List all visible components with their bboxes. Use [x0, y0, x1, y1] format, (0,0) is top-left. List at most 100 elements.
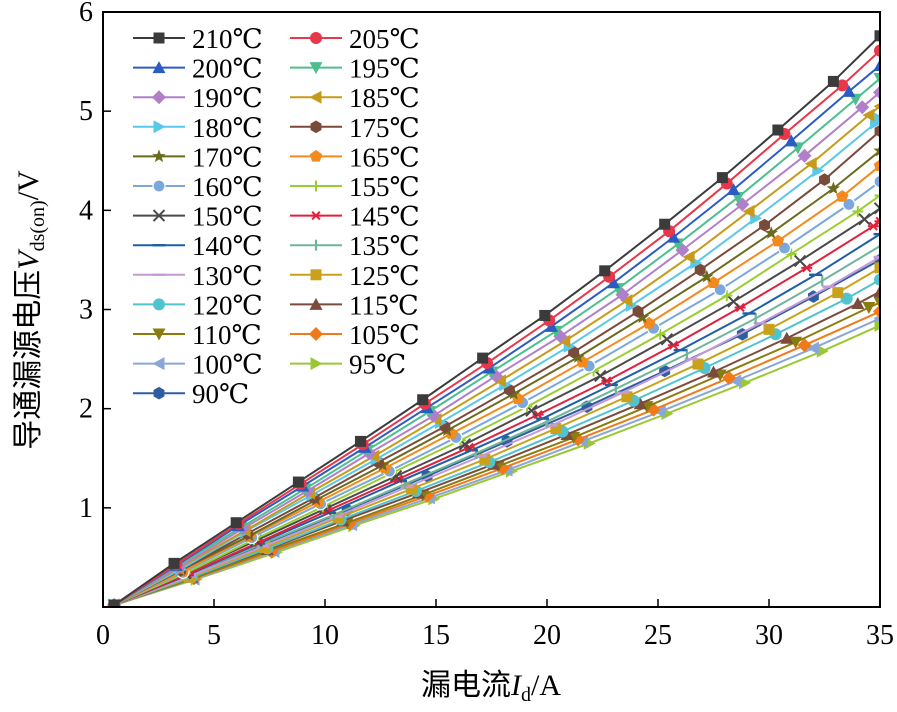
data-point-5-13 [873, 102, 880, 110]
legend-item-6: 180℃ [133, 113, 263, 143]
legend-item-12: 150℃ [133, 202, 263, 232]
legend-item-15: 135℃ [290, 231, 420, 261]
series-line-6 [113, 118, 880, 606]
data-point-5-12 [862, 108, 875, 122]
data-point-19-7 [633, 397, 647, 410]
data-point-19-8 [707, 365, 720, 378]
legend-label-18: 120℃ [192, 290, 263, 320]
series-line-20 [113, 301, 880, 606]
legend-item-13: 145℃ [290, 202, 420, 232]
legend-marker-22 [152, 357, 165, 371]
legend-label-17: 125℃ [349, 261, 420, 291]
legend-label-7: 175℃ [349, 113, 420, 143]
legend-label-16: 130℃ [192, 261, 263, 291]
data-point-22-8 [729, 374, 742, 388]
y-tick-label-5: 6 [79, 0, 93, 28]
legend-label-22: 100℃ [192, 350, 263, 380]
data-point-7-11 [819, 173, 830, 186]
y-axis-label-sub: ds(on) [27, 200, 49, 251]
data-point-8-9 [700, 269, 714, 283]
x-tick-label-7: 35 [866, 620, 894, 651]
x-tick-label-3: 15 [422, 620, 450, 651]
x-tick-label-5: 25 [644, 620, 672, 651]
data-point-11-11 [852, 205, 864, 217]
data-point-9-9 [707, 276, 720, 288]
data-point-0-6 [477, 352, 489, 364]
data-point-2-11 [784, 134, 798, 147]
data-point-5-11 [804, 157, 817, 171]
data-point-17-4 [406, 483, 418, 495]
legend-marker-3 [309, 62, 323, 75]
data-point-20-9 [789, 336, 803, 349]
data-point-0-2 [230, 517, 242, 529]
legend-item-18: 120℃ [133, 290, 263, 320]
legend-label-13: 145℃ [349, 202, 420, 232]
data-point-20-10 [862, 302, 876, 315]
data-point-6-13 [874, 112, 880, 126]
legend-marker-5 [309, 90, 322, 104]
data-point-0-7 [539, 309, 551, 321]
legend-item-9: 165℃ [290, 142, 420, 172]
legend-item-2: 200℃ [133, 54, 263, 84]
data-point-3-13 [873, 72, 880, 85]
series-line-5 [113, 105, 880, 606]
legend-marker-24 [153, 386, 165, 400]
data-point-13-12 [874, 216, 880, 226]
legend-label-12: 150℃ [192, 202, 263, 232]
data-point-9-12 [873, 159, 880, 171]
data-point-5-7 [558, 334, 571, 348]
data-point-0-5 [417, 394, 429, 406]
data-point-0-10 [716, 172, 728, 184]
data-point-4-12 [855, 100, 870, 115]
x-tick-label-6: 30 [755, 620, 783, 651]
legend-item-23: 95℃ [290, 350, 406, 380]
y-axis-label-main: 导通漏源电压 [12, 270, 45, 450]
legend-marker-21 [309, 327, 323, 341]
x-tick-label-0: 0 [96, 620, 110, 651]
x-tick-label-2: 10 [311, 620, 339, 651]
data-point-11-10 [785, 248, 797, 260]
legend: 210℃ 205℃ 200℃ 195℃ 190℃ 185℃ 180℃ 175℃ 170℃ 165℃… [133, 24, 420, 409]
legend-item-11: 155℃ [290, 172, 420, 202]
legend-item-22: 100℃ [133, 350, 263, 380]
legend-marker-2 [152, 61, 166, 74]
data-point-17-7 [621, 391, 633, 403]
data-point-17-6 [550, 423, 562, 434]
data-point-4-13 [873, 85, 880, 100]
data-point-12-9 [727, 295, 740, 308]
data-point-0-3 [292, 476, 304, 488]
series-line-15 [113, 245, 880, 606]
data-point-7-8 [632, 305, 644, 318]
data-point-18-10 [840, 292, 853, 305]
data-point-1-13 [874, 44, 880, 57]
data-point-8-8 [635, 310, 650, 324]
data-point-22-9 [806, 341, 819, 355]
legend-marker-18 [153, 298, 165, 311]
y-tick-label-2: 3 [79, 295, 93, 326]
series-line-3 [113, 77, 880, 606]
data-point-18-11 [874, 273, 880, 286]
data-point-9-8 [642, 316, 656, 329]
legend-item-4: 190℃ [133, 83, 263, 113]
data-point-12-7 [594, 369, 607, 383]
legend-marker-17 [310, 269, 322, 281]
legend-item-3: 195℃ [290, 54, 420, 84]
legend-label-24: 90℃ [192, 379, 249, 409]
data-point-2-13 [873, 59, 880, 72]
series-line-4 [113, 91, 880, 606]
legend-marker-0 [153, 32, 165, 44]
legend-marker-20 [152, 328, 166, 341]
legend-label-0: 210℃ [192, 24, 263, 54]
legend-label-20: 110℃ [192, 320, 262, 350]
series-line-1 [113, 49, 880, 606]
series-line-2 [113, 64, 880, 606]
data-point-12-10 [793, 254, 807, 268]
data-point-0-8 [599, 265, 611, 277]
legend-item-0: 210℃ [133, 24, 263, 54]
data-point-13-10 [801, 263, 813, 273]
x-axis-label-main: 漏电流 [421, 669, 511, 702]
series-layer [107, 30, 880, 607]
x-axis-label: 漏电流Id/A [421, 669, 561, 706]
data-point-7-9 [694, 263, 706, 277]
